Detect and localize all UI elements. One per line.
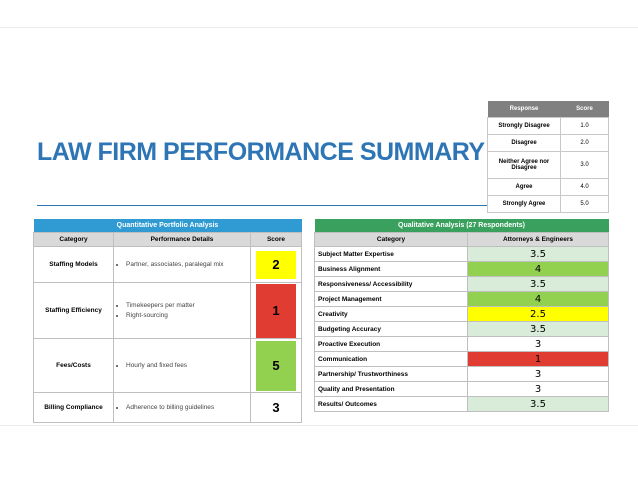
quantitative-score: 5 bbox=[256, 340, 296, 391]
quantitative-details: Hourly and fixed fees bbox=[113, 338, 251, 393]
detail-item: Right-sourcing bbox=[126, 312, 250, 319]
detail-item: Hourly and fixed fees bbox=[126, 362, 250, 369]
qualitative-table: Qualitative Analysis (27 Respondents) Ca… bbox=[314, 219, 609, 412]
qualitative-category: Creativity bbox=[314, 306, 468, 322]
score-key-response: Strongly Disagree bbox=[487, 117, 561, 135]
quantitative-header-row: Category Performance Details Score bbox=[33, 232, 302, 247]
qualitative-row: Business Alignment 4 bbox=[314, 261, 609, 277]
quantitative-score-cell: 1 bbox=[250, 282, 302, 339]
qualitative-header: Attorneys & Engineers bbox=[467, 232, 609, 247]
score-key-score: 1.0 bbox=[560, 117, 609, 135]
qualitative-score: 3.5 bbox=[467, 276, 609, 292]
qualitative-row: Communication 1 bbox=[314, 351, 609, 367]
quantitative-score: 3 bbox=[256, 395, 296, 420]
quantitative-details: Partner, associates, paralegal mix bbox=[113, 246, 251, 283]
score-key-header-row: Response Score bbox=[487, 101, 609, 118]
quantitative-score: 2 bbox=[256, 250, 296, 279]
qualitative-score: 3 bbox=[467, 381, 609, 397]
qualitative-category: Quality and Presentation bbox=[314, 381, 468, 397]
qualitative-score: 3.5 bbox=[467, 246, 609, 262]
score-key-score: 4.0 bbox=[560, 178, 609, 196]
quantitative-score-cell: 2 bbox=[250, 246, 302, 283]
detail-item: Adherence to billing guidelines bbox=[126, 404, 250, 411]
qualitative-score: 3.5 bbox=[467, 321, 609, 337]
quantitative-row: Staffing Efficiency Timekeepers per matt… bbox=[33, 282, 302, 339]
qualitative-row: Budgeting Accuracy 3.5 bbox=[314, 321, 609, 337]
score-key-row: Strongly Agree 5.0 bbox=[487, 195, 609, 213]
qualitative-score: 1 bbox=[467, 351, 609, 367]
quantitative-details: Adherence to billing guidelines bbox=[113, 392, 251, 423]
qualitative-score: 4 bbox=[467, 261, 609, 277]
qualitative-category: Communication bbox=[314, 351, 468, 367]
score-key-response: Agree bbox=[487, 178, 561, 196]
score-key-header: Score bbox=[560, 101, 609, 118]
quantitative-row: Staffing Models Partner, associates, par… bbox=[33, 246, 302, 283]
quantitative-category: Staffing Models bbox=[33, 246, 114, 283]
score-key-response: Neither Agree nor Disagree bbox=[487, 151, 561, 179]
quantitative-row: Billing Compliance Adherence to billing … bbox=[33, 392, 302, 423]
qualitative-category: Responsiveness/ Accessibility bbox=[314, 276, 468, 292]
score-key-row: Strongly Disagree 1.0 bbox=[487, 117, 609, 135]
score-key-response: Strongly Agree bbox=[487, 195, 561, 213]
title-divider bbox=[37, 205, 605, 206]
quantitative-category: Fees/Costs bbox=[33, 338, 114, 393]
detail-item: Partner, associates, paralegal mix bbox=[126, 261, 250, 268]
qualitative-score: 3.5 bbox=[467, 396, 609, 412]
quantitative-score: 1 bbox=[256, 283, 296, 338]
score-key-row: Neither Agree nor Disagree 3.0 bbox=[487, 151, 609, 179]
qualitative-score: 3 bbox=[467, 366, 609, 382]
quantitative-title: Quantitative Portfolio Analysis bbox=[33, 219, 302, 233]
quantitative-header: Category bbox=[33, 232, 114, 247]
qualitative-score: 3 bbox=[467, 336, 609, 352]
qualitative-category: Results/ Outcomes bbox=[314, 396, 468, 412]
quantitative-category: Billing Compliance bbox=[33, 392, 114, 423]
qualitative-score: 2.5 bbox=[467, 306, 609, 322]
qualitative-category: Subject Matter Expertise bbox=[314, 246, 468, 262]
qualitative-category: Proactive Execution bbox=[314, 336, 468, 352]
qualitative-score: 4 bbox=[467, 291, 609, 307]
qualitative-row: Results/ Outcomes 3.5 bbox=[314, 396, 609, 412]
quantitative-header: Score bbox=[250, 232, 302, 247]
score-key-header: Response bbox=[487, 101, 561, 118]
qualitative-row: Project Management 4 bbox=[314, 291, 609, 307]
detail-item: Timekeepers per matter bbox=[126, 302, 250, 309]
score-key-score: 3.0 bbox=[560, 151, 609, 179]
qualitative-row: Creativity 2.5 bbox=[314, 306, 609, 322]
qualitative-row: Proactive Execution 3 bbox=[314, 336, 609, 352]
qualitative-row: Quality and Presentation 3 bbox=[314, 381, 609, 397]
quantitative-score-cell: 3 bbox=[250, 392, 302, 423]
qualitative-row: Partnership/ Trustworthiness 3 bbox=[314, 366, 609, 382]
score-key-row: Agree 4.0 bbox=[487, 178, 609, 196]
quantitative-header: Performance Details bbox=[113, 232, 251, 247]
quantitative-category: Staffing Efficiency bbox=[33, 282, 114, 339]
score-key-response: Disagree bbox=[487, 134, 561, 152]
qualitative-row: Responsiveness/ Accessibility 3.5 bbox=[314, 276, 609, 292]
qualitative-header-row: Category Attorneys & Engineers bbox=[314, 232, 609, 247]
qualitative-category: Partnership/ Trustworthiness bbox=[314, 366, 468, 382]
slide: LAW FIRM PERFORMANCE SUMMARY Response Sc… bbox=[0, 28, 638, 425]
score-key-table: Response Score Strongly Disagree 1.0 Dis… bbox=[487, 101, 609, 213]
score-key-row: Disagree 2.0 bbox=[487, 134, 609, 152]
quantitative-score-cell: 5 bbox=[250, 338, 302, 393]
qualitative-rows: Subject Matter Expertise 3.5 Business Alig… bbox=[314, 246, 609, 412]
qualitative-row: Subject Matter Expertise 3.5 bbox=[314, 246, 609, 262]
qualitative-category: Business Alignment bbox=[314, 261, 468, 277]
quantitative-row: Fees/Costs Hourly and fixed fees 5 bbox=[33, 338, 302, 393]
quantitative-details: Timekeepers per matter Right-sourcing bbox=[113, 282, 251, 339]
qualitative-category: Project Management bbox=[314, 291, 468, 307]
page-title: LAW FIRM PERFORMANCE SUMMARY bbox=[37, 138, 485, 166]
qualitative-title: Qualitative Analysis (27 Respondents) bbox=[314, 219, 609, 233]
quantitative-table: Quantitative Portfolio Analysis Category… bbox=[33, 219, 302, 423]
score-key-score: 2.0 bbox=[560, 134, 609, 152]
qualitative-category: Budgeting Accuracy bbox=[314, 321, 468, 337]
score-key-score: 5.0 bbox=[560, 195, 609, 213]
qualitative-header: Category bbox=[314, 232, 468, 247]
